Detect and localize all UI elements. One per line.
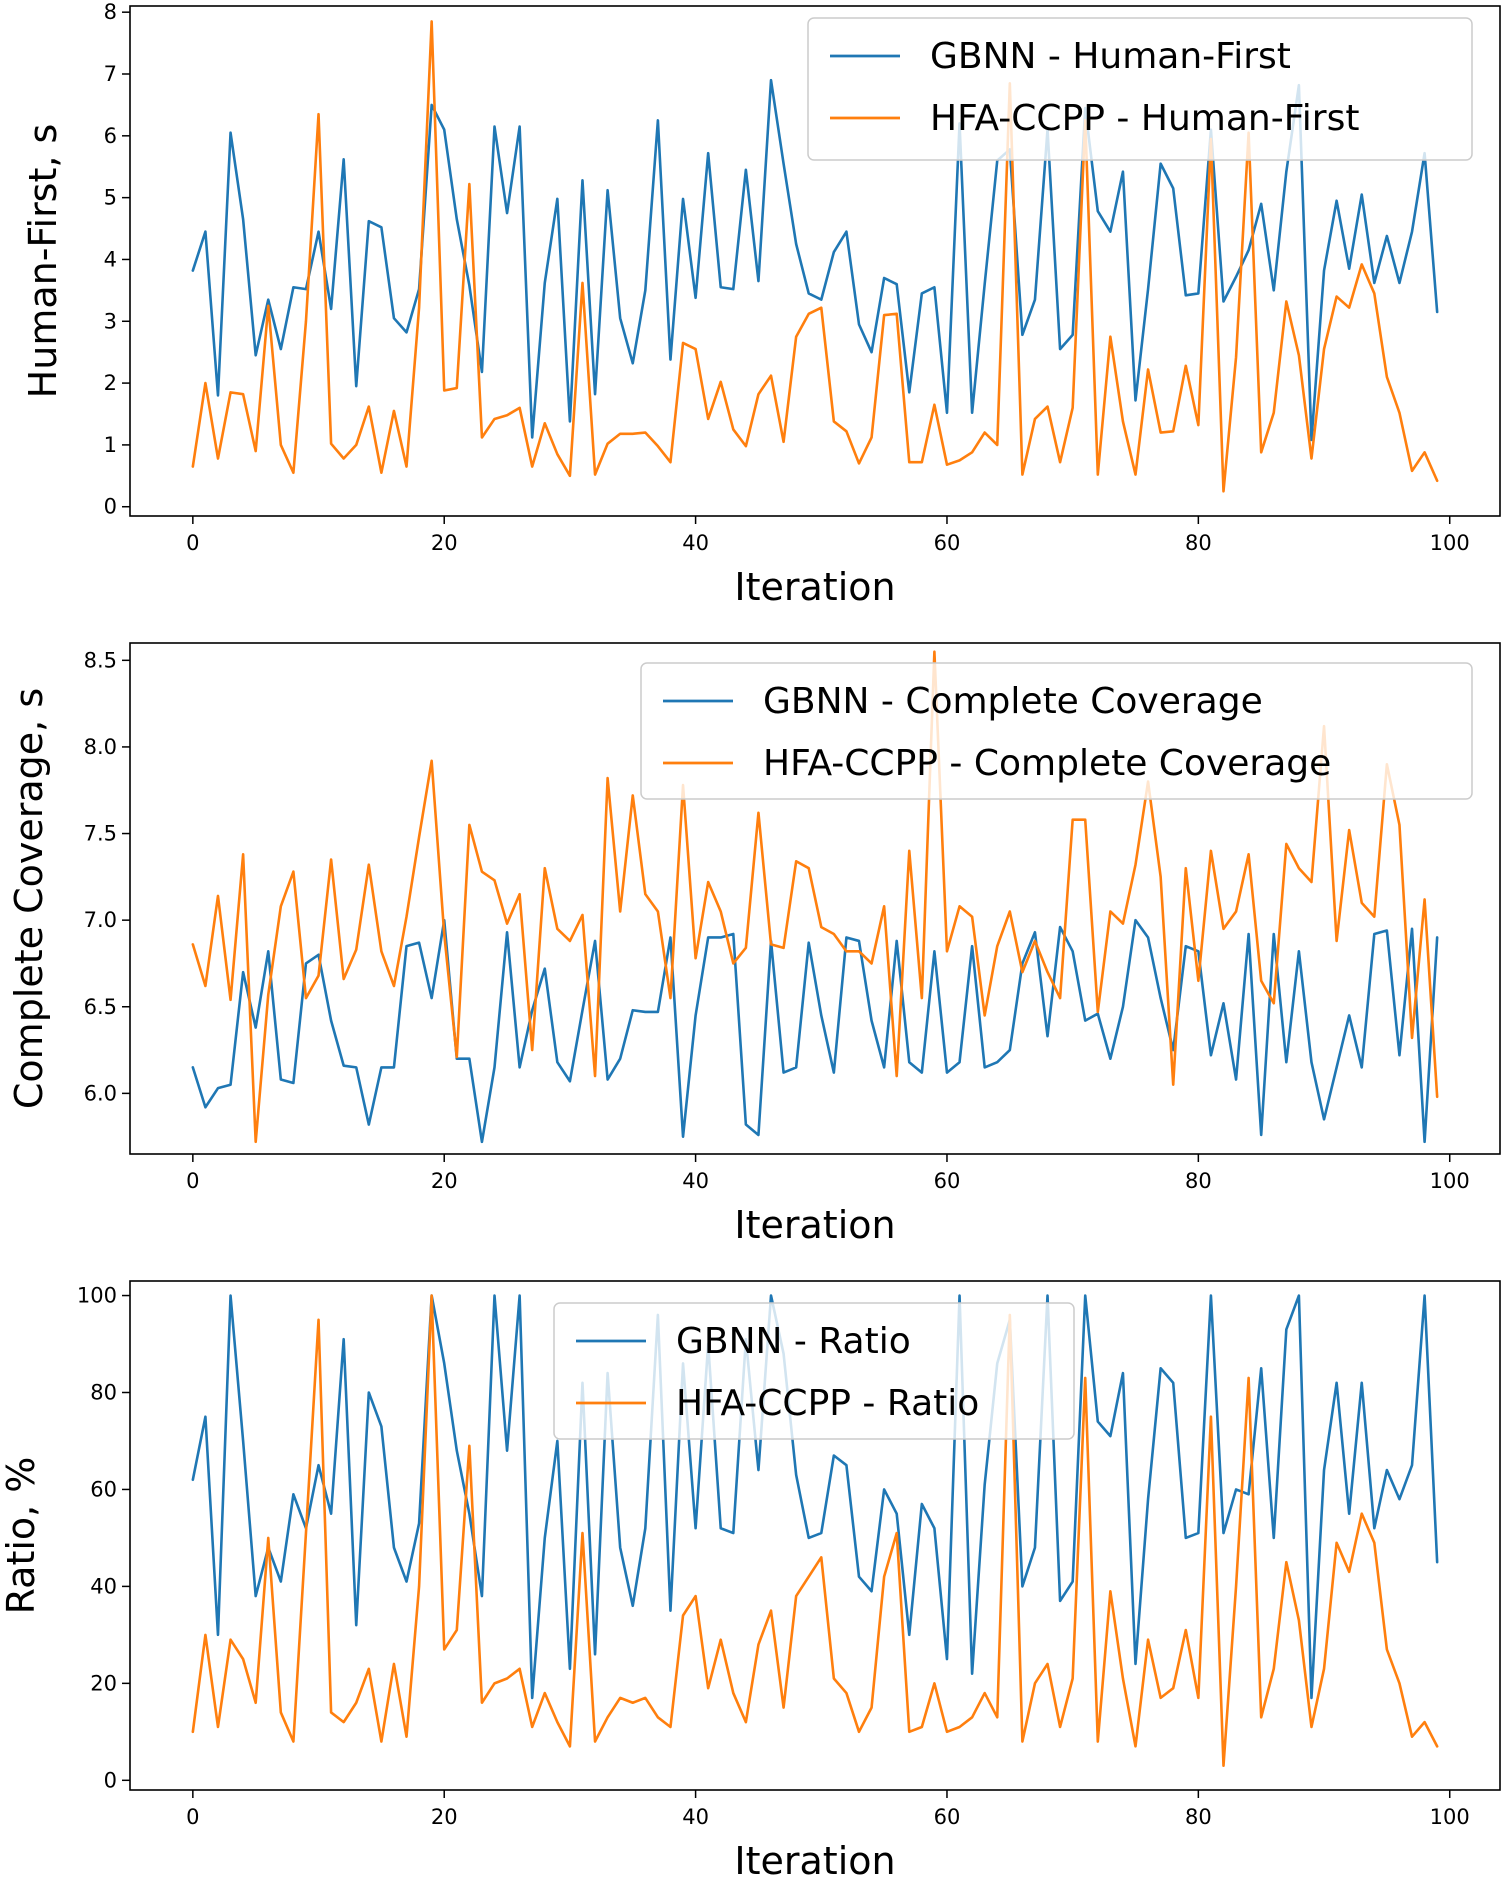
x-axis-label: Iteration bbox=[734, 1203, 895, 1247]
series-line bbox=[191, 1294, 1439, 1768]
x-tick-label: 100 bbox=[1430, 1169, 1470, 1193]
y-tick-label: 100 bbox=[77, 1284, 117, 1308]
x-tick-label: 0 bbox=[186, 1169, 199, 1193]
x-tick-label: 20 bbox=[431, 1169, 458, 1193]
x-tick-label: 20 bbox=[431, 531, 458, 555]
y-tick-label: 7.5 bbox=[84, 822, 117, 846]
legend-label: HFA-CCPP - Ratio bbox=[676, 1383, 979, 1424]
plot-frame bbox=[129, 5, 1501, 517]
series-line bbox=[191, 650, 1439, 1144]
series-hfa-ccpp bbox=[191, 20, 1439, 493]
plot-frame bbox=[129, 642, 1501, 1155]
legend-label: HFA-CCPP - Complete Coverage bbox=[763, 743, 1331, 784]
x-tick-label: 60 bbox=[934, 1805, 961, 1829]
y-axis-label: Ratio, % bbox=[0, 1457, 43, 1615]
x-tick-label: 100 bbox=[1430, 531, 1470, 555]
x-tick-label: 40 bbox=[682, 1169, 709, 1193]
x-tick-label: 60 bbox=[934, 1169, 961, 1193]
x-tick-label: 80 bbox=[1185, 1805, 1212, 1829]
series-gbnn bbox=[191, 1294, 1439, 1700]
y-tick-label: 2 bbox=[104, 371, 117, 395]
series-line bbox=[191, 1294, 1439, 1700]
legend: GBNN - Human-First HFA-CCPP - Human-First bbox=[807, 17, 1473, 161]
plot-frame bbox=[129, 1280, 1501, 1791]
x-tick-label: 0 bbox=[186, 1805, 199, 1829]
y-tick-label: 5 bbox=[104, 186, 117, 210]
series-hfa-ccpp bbox=[191, 1294, 1439, 1768]
series-gbnn bbox=[191, 78, 1439, 442]
legend-label: GBNN - Human-First bbox=[930, 36, 1291, 77]
x-axis-label: Iteration bbox=[734, 565, 895, 609]
x-tick-label: 20 bbox=[431, 1805, 458, 1829]
y-tick-label: 8.5 bbox=[84, 648, 117, 672]
legend: GBNN - Ratio HFA-CCPP - Ratio bbox=[553, 1302, 1075, 1440]
y-tick-label: 0 bbox=[104, 495, 117, 519]
legend-label: GBNN - Complete Coverage bbox=[763, 681, 1263, 722]
y-tick-label: 60 bbox=[90, 1477, 117, 1501]
series-gbnn bbox=[191, 918, 1439, 1144]
x-tick-label: 60 bbox=[934, 531, 961, 555]
y-tick-label: 8 bbox=[104, 0, 117, 24]
y-tick-label: 7 bbox=[104, 62, 117, 86]
y-tick-label: 7.0 bbox=[84, 908, 117, 932]
chart-3: 0 20 40 60 80 100 0 20 40 60 80 100 Iteration Ratio, … bbox=[0, 1280, 1501, 1880]
y-tick-label: 20 bbox=[90, 1671, 117, 1695]
series-line bbox=[191, 20, 1439, 493]
x-tick-label: 80 bbox=[1185, 1169, 1212, 1193]
legend-label: GBNN - Ratio bbox=[676, 1321, 911, 1362]
legend-box bbox=[807, 17, 1473, 161]
x-tick-label: 40 bbox=[682, 531, 709, 555]
y-tick-label: 6.0 bbox=[84, 1081, 117, 1105]
series-hfa-ccpp bbox=[191, 650, 1439, 1144]
y-axis-label: Complete Coverage, s bbox=[7, 688, 51, 1109]
legend-box bbox=[640, 662, 1473, 800]
series-line bbox=[191, 918, 1439, 1144]
y-tick-label: 6.5 bbox=[84, 995, 117, 1019]
chart-1: 0 20 40 60 80 100 0 1 2 3 4 5 6 7 8 Iteration Human-Firs… bbox=[21, 0, 1501, 609]
y-tick-label: 80 bbox=[90, 1380, 117, 1404]
x-axis-label: Iteration bbox=[734, 1839, 895, 1880]
y-tick-label: 0 bbox=[104, 1768, 117, 1792]
y-tick-label: 8.0 bbox=[84, 735, 117, 759]
x-tick-label: 0 bbox=[186, 531, 199, 555]
legend-box bbox=[553, 1302, 1075, 1440]
x-tick-label: 40 bbox=[682, 1805, 709, 1829]
x-tick-label: 80 bbox=[1185, 531, 1212, 555]
chart-2: 0 20 40 60 80 100 6.0 6.5 7.0 7.5 8.0 8.5 Iteration C… bbox=[7, 642, 1501, 1247]
y-tick-label: 6 bbox=[104, 124, 117, 148]
y-tick-label: 4 bbox=[104, 247, 117, 271]
legend-label: HFA-CCPP - Human-First bbox=[930, 98, 1359, 139]
y-tick-label: 40 bbox=[90, 1574, 117, 1598]
series-line bbox=[191, 78, 1439, 442]
y-axis-label: Human-First, s bbox=[21, 124, 65, 399]
y-tick-label: 1 bbox=[104, 433, 117, 457]
y-tick-label: 3 bbox=[104, 309, 117, 333]
legend: GBNN - Complete Coverage HFA-CCPP - Compl… bbox=[640, 662, 1473, 800]
x-tick-label: 100 bbox=[1430, 1805, 1470, 1829]
